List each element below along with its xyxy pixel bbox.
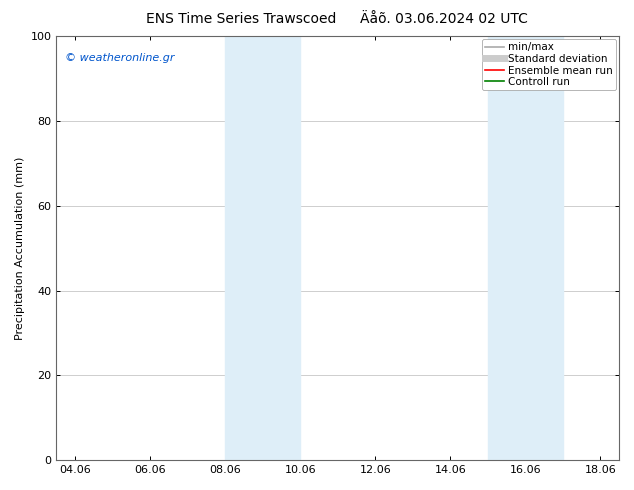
- Legend: min/max, Standard deviation, Ensemble mean run, Controll run: min/max, Standard deviation, Ensemble me…: [482, 39, 616, 90]
- Bar: [225, 36, 301, 460]
- Text: ENS Time Series Trawscoed: ENS Time Series Trawscoed: [146, 12, 336, 26]
- Y-axis label: Precipitation Accumulation (mm): Precipitation Accumulation (mm): [15, 156, 25, 340]
- Text: © weatheronline.gr: © weatheronline.gr: [65, 53, 174, 63]
- Bar: [488, 36, 563, 460]
- Text: Äåõ. 03.06.2024 02 UTC: Äåõ. 03.06.2024 02 UTC: [360, 12, 527, 26]
